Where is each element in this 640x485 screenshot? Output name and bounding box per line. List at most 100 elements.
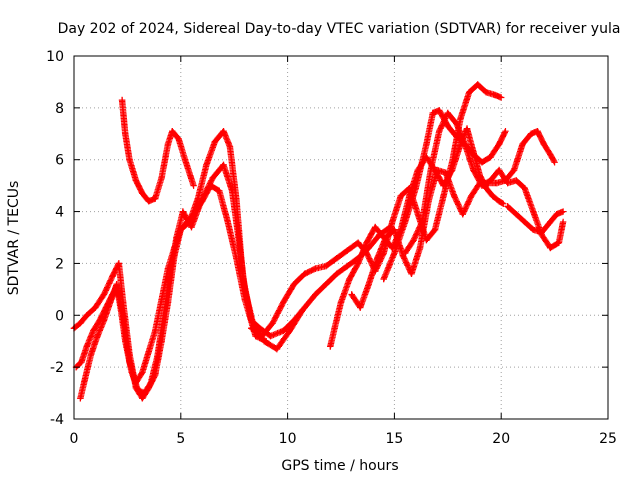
data-point [468, 192, 475, 200]
data-point [436, 127, 443, 135]
data-point [241, 296, 249, 303]
data-point [423, 140, 430, 148]
data-point [113, 280, 120, 288]
y-axis-title: SDTVAR / TECUs [6, 181, 22, 296]
data-point [263, 338, 270, 345]
data-point [100, 291, 108, 298]
data-point [534, 127, 541, 135]
data-point [139, 395, 146, 402]
data-point [354, 260, 362, 267]
data-point [83, 343, 91, 350]
data-point [504, 203, 511, 210]
data-point [363, 239, 370, 246]
data-point [397, 192, 405, 200]
y-tick-label: 4 [55, 205, 64, 221]
data-point [448, 166, 456, 174]
data-point [290, 280, 298, 288]
data-point [122, 130, 129, 137]
data-point [493, 179, 501, 187]
data-point [483, 185, 490, 192]
data-point [344, 247, 351, 254]
data-point [139, 369, 146, 376]
data-point [391, 226, 398, 233]
data-point [474, 81, 481, 88]
data-point [521, 218, 528, 226]
data-point [453, 133, 460, 140]
data-point [333, 255, 340, 262]
series-track-9 [380, 107, 509, 283]
data-point [226, 143, 234, 150]
data-point [401, 249, 409, 257]
y-tick-label: -2 [50, 360, 64, 376]
data-point [107, 299, 114, 306]
data-point [207, 182, 214, 189]
data-point [139, 190, 146, 197]
data-point [489, 192, 496, 200]
data-point [94, 332, 101, 340]
data-point [427, 166, 434, 174]
data-point [433, 166, 441, 174]
data-point [478, 159, 486, 166]
data-point [553, 210, 560, 218]
data-point [408, 270, 415, 277]
data-point [216, 187, 223, 195]
data-point [224, 218, 231, 226]
data-markers-track-1 [118, 96, 197, 205]
data-point [551, 159, 558, 166]
data-point [540, 140, 548, 148]
data-markers-track-3 [72, 161, 305, 397]
data-point [453, 120, 460, 127]
data-point [83, 312, 91, 319]
data-point [331, 325, 338, 332]
data-point [444, 122, 451, 130]
data-point [504, 179, 511, 187]
data-point [346, 275, 353, 283]
data-point [286, 327, 293, 335]
data-point [118, 96, 126, 104]
data-point [487, 177, 494, 184]
data-point [440, 182, 447, 189]
data-point [521, 185, 528, 192]
y-tick-label: 6 [55, 153, 64, 169]
data-point [519, 140, 526, 148]
data-point [547, 151, 554, 158]
series-track-4 [77, 182, 270, 402]
data-point [412, 185, 419, 192]
data-point [418, 218, 426, 226]
data-point [465, 89, 473, 96]
data-point [459, 210, 466, 218]
data-point [382, 234, 390, 241]
data-point [119, 312, 127, 319]
data-point [235, 234, 242, 241]
data-point [248, 325, 255, 332]
x-axis-title: GPS time / hours [281, 458, 398, 474]
y-tick-label: 2 [55, 256, 64, 272]
data-point [132, 177, 140, 184]
data-point [410, 236, 417, 244]
data-point [299, 306, 306, 314]
data-point [269, 319, 276, 327]
data-point [164, 140, 172, 148]
data-point [220, 161, 227, 169]
series-track-3 [72, 161, 306, 397]
y-tick-label: 8 [55, 101, 64, 117]
data-point [280, 327, 287, 335]
data-point [322, 262, 330, 270]
data-point [145, 198, 152, 205]
data-point [233, 255, 240, 262]
data-point [301, 270, 308, 277]
data-point [547, 244, 554, 252]
data-point [126, 358, 133, 366]
data-point [401, 218, 409, 226]
data-point [416, 244, 424, 252]
data-point [188, 223, 195, 231]
y-tick-label: 10 [46, 49, 64, 65]
data-point [322, 280, 330, 288]
data-point [333, 270, 340, 277]
data-point [510, 166, 518, 174]
data-point [90, 327, 97, 335]
data-point [348, 291, 355, 298]
data-point [555, 239, 563, 246]
data-point [389, 218, 396, 226]
data-point [559, 218, 567, 226]
